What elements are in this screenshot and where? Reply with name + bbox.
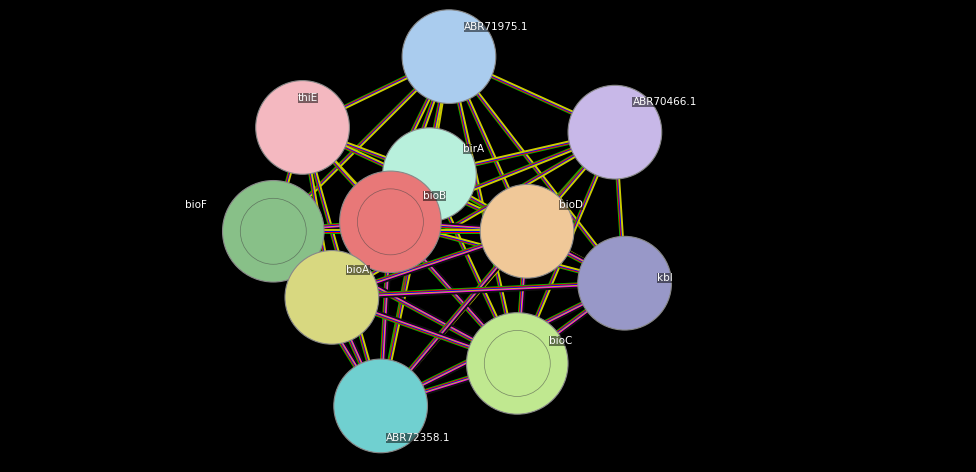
Text: ABR71975.1: ABR71975.1 — [464, 22, 528, 33]
Ellipse shape — [357, 189, 424, 255]
Ellipse shape — [240, 198, 306, 264]
Ellipse shape — [578, 236, 671, 330]
Ellipse shape — [334, 359, 427, 453]
Ellipse shape — [383, 128, 476, 221]
Text: ABR72358.1: ABR72358.1 — [386, 433, 450, 443]
Text: bioC: bioC — [549, 336, 573, 346]
Text: bioA: bioA — [346, 265, 370, 276]
Text: bioD: bioD — [559, 200, 584, 211]
Text: birA: birA — [463, 143, 484, 154]
Ellipse shape — [568, 85, 662, 179]
Text: bioF: bioF — [185, 200, 207, 211]
Text: bioB: bioB — [423, 191, 446, 201]
Text: thiE: thiE — [298, 93, 318, 103]
Text: ABR70466.1: ABR70466.1 — [632, 97, 697, 108]
Ellipse shape — [480, 185, 574, 278]
Ellipse shape — [484, 330, 550, 396]
Ellipse shape — [467, 312, 568, 414]
Ellipse shape — [285, 251, 379, 344]
Ellipse shape — [402, 10, 496, 103]
Text: kbl: kbl — [657, 273, 672, 284]
Ellipse shape — [340, 171, 441, 273]
Ellipse shape — [256, 81, 349, 174]
Ellipse shape — [223, 180, 324, 282]
